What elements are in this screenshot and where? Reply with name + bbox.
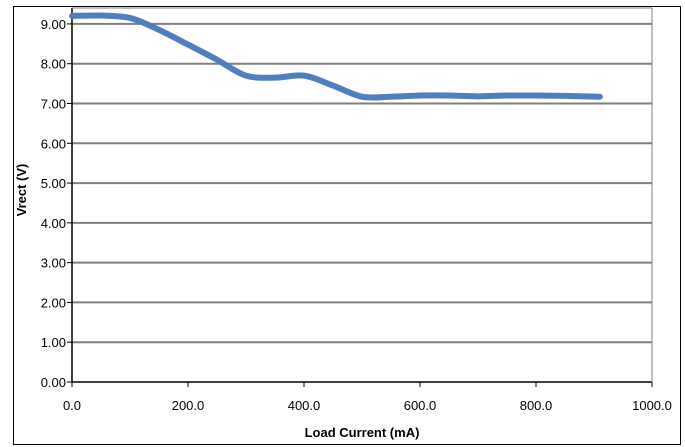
- x-tick-label: 0.0: [63, 398, 81, 413]
- y-tick-label: 7.00: [41, 96, 66, 111]
- y-tick-label: 3.00: [41, 256, 66, 271]
- x-tick-label: 1000.0: [632, 398, 672, 413]
- y-tick-label: 2.00: [41, 295, 66, 310]
- y-axis-title: Vrect (V): [14, 164, 29, 217]
- y-tick-label: 5.00: [41, 176, 66, 191]
- x-axis-title: Load Current (mA): [305, 425, 420, 440]
- y-tick-label: 4.00: [41, 216, 66, 231]
- y-tick-label: 6.00: [41, 136, 66, 151]
- series-layer: [72, 15, 600, 97]
- series-line-0: [72, 15, 600, 97]
- axes: [67, 8, 652, 387]
- y-tick-labels: 0.00 1.00 2.00 3.00 4.00 5.00 6.00 7.00 8.00 9.00: [41, 17, 66, 390]
- y-tick-label: 0.00: [41, 375, 66, 390]
- x-tick-label: 200.0: [172, 398, 205, 413]
- x-tick-label: 800.0: [520, 398, 553, 413]
- y-tick-label: 8.00: [41, 57, 66, 72]
- x-tick-label: 600.0: [404, 398, 437, 413]
- y-tick-label: 9.00: [41, 17, 66, 32]
- x-tick-labels: 0.0 200.0 400.0 600.0 800.0 1000.0: [63, 398, 672, 413]
- x-tick-label: 400.0: [288, 398, 321, 413]
- y-tick-label: 1.00: [41, 335, 66, 350]
- gridlines: [72, 24, 652, 342]
